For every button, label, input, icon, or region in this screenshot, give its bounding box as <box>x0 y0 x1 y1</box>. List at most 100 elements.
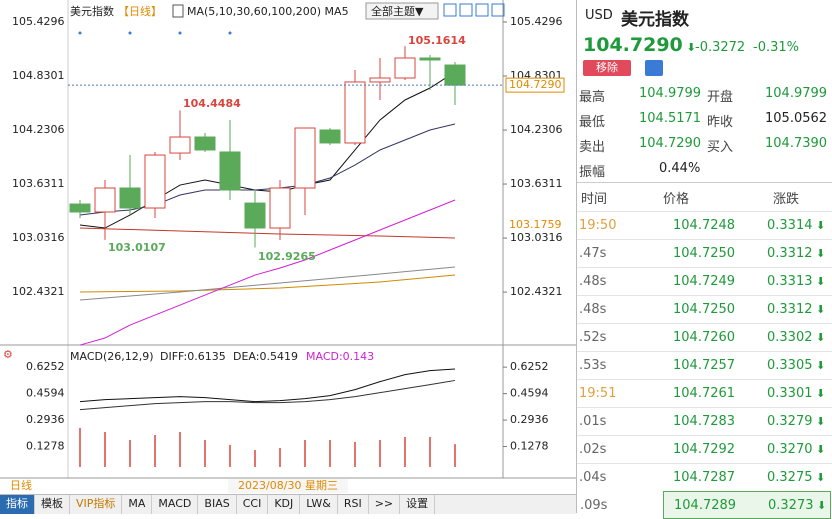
y-tick-label: 0.4594 <box>26 387 65 400</box>
stat-value: 105.0562 <box>765 111 828 126</box>
tick-row: .47s 104.7250 0.3312 <box>577 239 832 267</box>
y-tick-label-right: 0.4594 <box>510 387 549 400</box>
tick-row: .53s 104.7257 0.3305 <box>577 351 832 379</box>
bottom-toolbar: 指标 模板 VIP指标 MA MACD BIAS CCI KDJ LW& RSI >> 设置 <box>0 494 576 514</box>
ma-legend: MA(5,10,30,60,100,200) MA5 <box>187 5 349 18</box>
ma-line <box>79 199 456 346</box>
candle-body <box>69 203 91 213</box>
tick-change: 0.3312 <box>767 302 825 317</box>
stat-label: 最高 <box>579 90 606 105</box>
tick-row: .52s 104.7260 0.3302 <box>577 323 832 351</box>
candle-body <box>319 129 341 144</box>
tick-time: .02s <box>579 442 607 457</box>
toolbar-button[interactable]: MA <box>122 495 153 514</box>
tick-change: 0.3312 <box>767 246 825 261</box>
tick-change: 0.3302 <box>767 330 825 345</box>
candle-body <box>369 77 391 83</box>
bell-button[interactable] <box>645 60 663 76</box>
y-tick-label-right: 104.2306 <box>510 123 563 136</box>
tick-price: 104.7287 <box>673 470 736 485</box>
date-box <box>228 479 348 493</box>
toolbar-button[interactable]: 指标 <box>0 495 35 514</box>
macd-label: MACD:0.143 <box>306 350 374 363</box>
price-tag-box <box>505 77 565 93</box>
tick-row: .02s 104.7292 0.3270 <box>577 435 832 463</box>
toolbar-button[interactable]: 设置 <box>400 495 436 514</box>
tick-change: 0.3305 <box>767 358 825 373</box>
toolbar-button[interactable]: CCI <box>237 495 269 514</box>
tick-change: 0.3270 <box>767 442 825 457</box>
toolbar-button[interactable]: VIP指标 <box>70 495 123 514</box>
tick-price: 104.7289 <box>674 498 737 513</box>
instrument-title: 美元指数 <box>70 4 114 18</box>
y-tick-label: 0.1278 <box>26 440 65 453</box>
diff-label: DIFF:0.6135 <box>160 350 226 363</box>
stat-value: 104.9799 <box>765 86 828 101</box>
price-tag: 104.7290 <box>509 78 562 91</box>
toolbar-button[interactable]: RSI <box>338 495 369 514</box>
y-tick-label: 103.6311 <box>12 177 65 190</box>
tick-time: .47s <box>579 246 607 261</box>
candle-body <box>269 187 291 229</box>
price-annotation: 103.0107 <box>108 241 166 254</box>
tick-change: 0.3279 <box>767 414 825 429</box>
macd-title: MACD(26,12,9) <box>70 350 154 363</box>
tick-time: .53s <box>579 358 607 373</box>
stat-value: 104.9799 <box>639 86 702 101</box>
stat-label: 买入 <box>707 140 734 155</box>
tick-price: 104.7260 <box>673 330 736 345</box>
stat-label: 开盘 <box>707 90 734 105</box>
candle-body <box>244 202 266 229</box>
tick-time: .52s <box>579 330 607 345</box>
stat-value: 0.44% <box>659 161 701 176</box>
toolbar-icons[interactable] <box>443 3 505 17</box>
tick-price: 104.7249 <box>673 274 736 289</box>
candle-body <box>169 136 191 154</box>
y-tick-label-right: 0.2936 <box>510 413 549 426</box>
y-tick-label-right: 0.6252 <box>510 360 549 373</box>
date-label: 2023/08/30 星期三 <box>238 479 338 492</box>
toolbar-button[interactable]: MACD <box>152 495 199 514</box>
toolbar-button[interactable]: 模板 <box>35 495 70 514</box>
stat-label: 卖出 <box>579 140 606 155</box>
theme-label[interactable]: 全部主题▼ <box>371 4 424 18</box>
divider <box>577 182 832 183</box>
candle-body <box>444 64 466 86</box>
price-annotation: 104.4484 <box>183 97 241 110</box>
y-tick-label: 0.6252 <box>26 360 65 373</box>
remove-label[interactable]: 移除 <box>596 61 618 74</box>
tick-change: 0.3314 <box>767 218 825 233</box>
tick-time: 19:51 <box>579 386 617 401</box>
tick-time: .48s <box>579 274 607 289</box>
toolbar-button[interactable]: >> <box>369 495 401 514</box>
candle-body <box>419 57 441 61</box>
y-tick-label-right: 103.6311 <box>510 177 563 190</box>
y-tick-label: 0.2936 <box>26 413 65 426</box>
period-footer: 日线 <box>10 478 32 492</box>
chart-area: 美元指数 【日线】 MA(5,10,30,60,100,200) MA5 全部主… <box>0 0 576 494</box>
theme-button[interactable] <box>365 2 439 20</box>
y-tick-label: 104.8301 <box>12 69 65 82</box>
tick-time: .48s <box>579 302 607 317</box>
candle-body <box>219 151 241 191</box>
stat-label: 振幅 <box>579 165 606 180</box>
quote-change: -0.3272 <box>695 40 746 55</box>
tick-price: 104.7261 <box>673 386 736 401</box>
tick-price: 104.7283 <box>673 414 736 429</box>
stat-value: 104.7390 <box>765 136 828 151</box>
settings-icon[interactable]: ⚙ <box>3 348 13 361</box>
y-tick-label-right: 105.4296 <box>510 15 563 28</box>
toolbar-button[interactable]: KDJ <box>268 495 301 514</box>
toolbar-button[interactable]: BIAS <box>198 495 237 514</box>
candle-body <box>119 187 141 209</box>
remove-button[interactable]: 移除 <box>583 60 631 76</box>
stat-value: 104.7290 <box>639 136 702 151</box>
ma-icon <box>172 4 184 18</box>
tick-price: 104.7292 <box>673 442 736 457</box>
tick-price: 104.7257 <box>673 358 736 373</box>
tick-row: .48s 104.7249 0.3313 <box>577 267 832 295</box>
y-tick-label: 105.4296 <box>12 15 65 28</box>
toolbar-button[interactable]: LW& <box>300 495 338 514</box>
tick-header: 时间 <box>581 192 608 207</box>
